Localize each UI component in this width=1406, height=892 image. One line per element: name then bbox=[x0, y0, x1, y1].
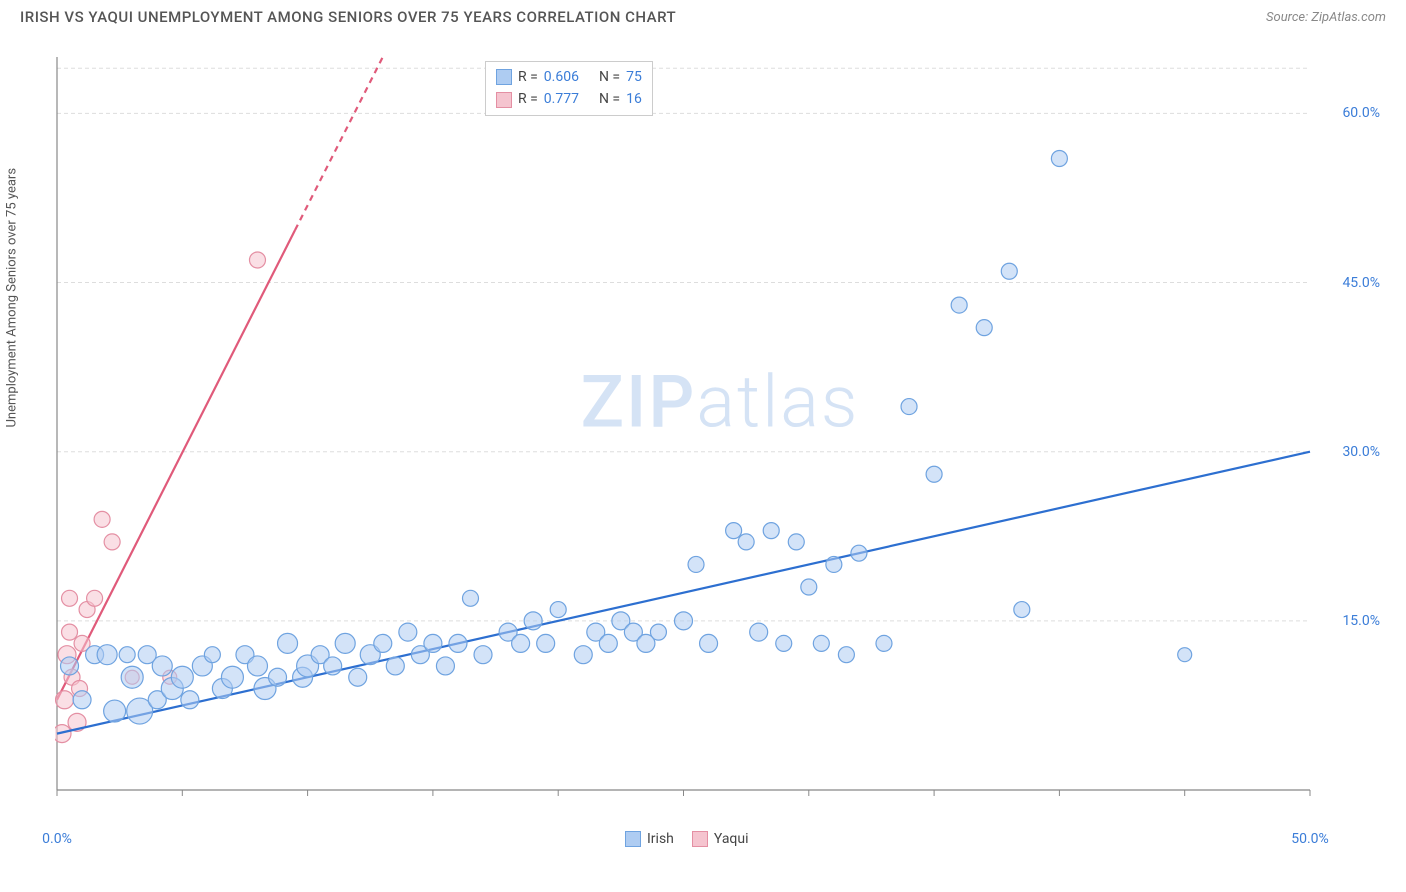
y-axis-label: Unemployment Among Seniors over 75 years bbox=[5, 168, 20, 428]
legend-correlation: R = 0.606 N = 75 R = 0.777 N = 16 bbox=[485, 61, 653, 116]
scatter-plot bbox=[55, 55, 1385, 825]
y-tick-label: 60.0% bbox=[1342, 105, 1380, 121]
legend-swatch-irish bbox=[625, 831, 641, 847]
legend-item-irish: Irish bbox=[625, 831, 674, 847]
legend-series: Irish Yaqui bbox=[625, 831, 749, 847]
legend-row-irish: R = 0.606 N = 75 bbox=[496, 66, 642, 88]
x-tick-label: 0.0% bbox=[42, 831, 72, 847]
legend-swatch-yaqui bbox=[692, 831, 708, 847]
legend-swatch-yaqui bbox=[496, 92, 512, 108]
x-tick-label: 50.0% bbox=[1291, 831, 1329, 847]
legend-row-yaqui: R = 0.777 N = 16 bbox=[496, 88, 642, 110]
legend-swatch-irish bbox=[496, 69, 512, 85]
y-tick-label: 30.0% bbox=[1342, 444, 1380, 460]
chart-area: ZIPatlas 15.0% 30.0% 45.0% 60.0% 0.0% 50… bbox=[55, 55, 1385, 825]
y-tick-label: 45.0% bbox=[1342, 275, 1380, 291]
chart-title: IRISH VS YAQUI UNEMPLOYMENT AMONG SENIOR… bbox=[20, 8, 676, 26]
legend-item-yaqui: Yaqui bbox=[692, 831, 749, 847]
source-label: Source: ZipAtlas.com bbox=[1266, 10, 1386, 25]
y-tick-label: 15.0% bbox=[1342, 613, 1380, 629]
